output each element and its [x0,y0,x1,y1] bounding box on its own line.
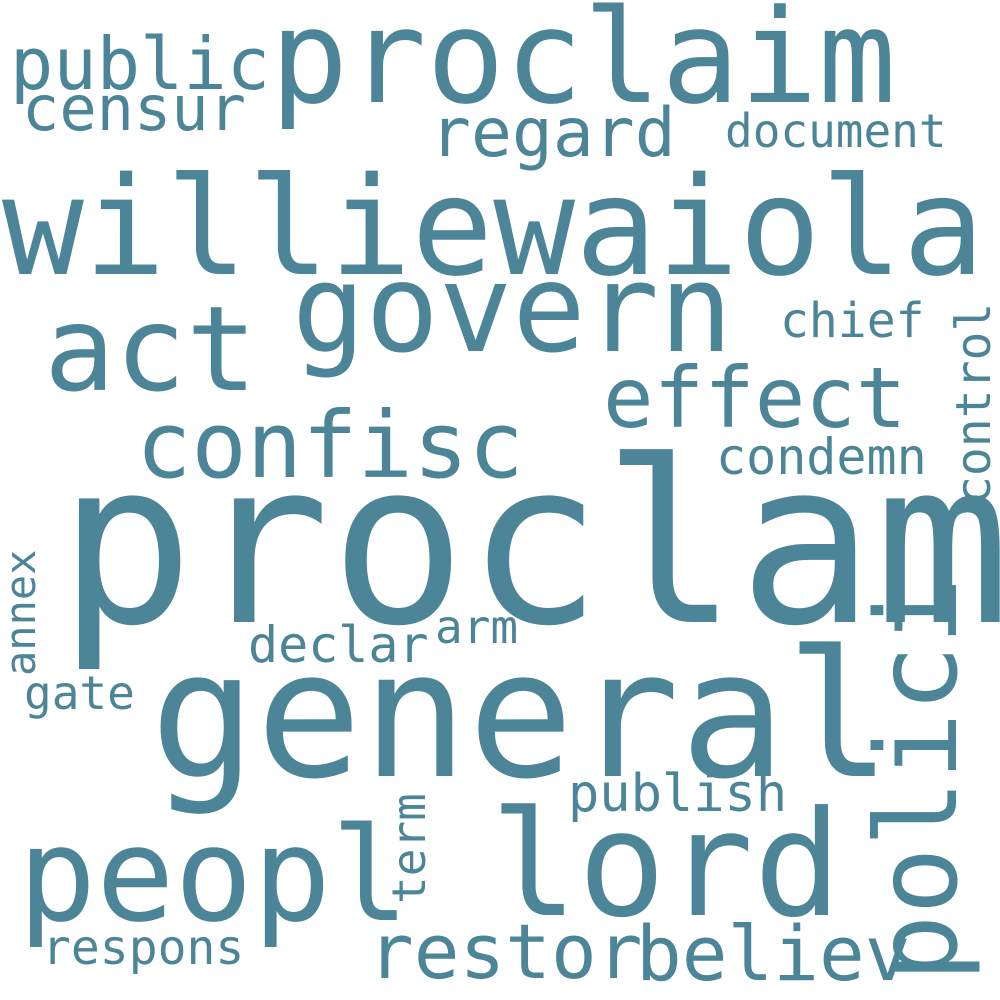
word-gate: gate [24,666,135,720]
word-arm: arm [435,600,519,654]
word-condemn: condemn [716,428,927,486]
word-censur: censur [22,72,246,145]
word-act: act [44,280,258,418]
word-annex: annex [0,549,45,676]
word-publish: publish [568,764,788,824]
word-lord: lord [490,780,842,950]
word-williewaiola: williewaiola [2,149,985,307]
word-proclaim: proclaim [270,0,897,133]
word-chief: chief [780,293,925,349]
word-document: document [725,104,947,158]
word-proclam: proclam [58,413,1000,676]
word-respons: respons [42,920,245,976]
word-public: public [10,22,271,106]
word-general: general [150,613,892,818]
word-declar: declar [248,616,429,674]
word-restor: restor [368,907,643,996]
word-believ: believ [636,909,911,998]
word-peopl: peopl [18,799,410,951]
word-regard: regard [430,94,676,173]
word-govern: govern [292,238,733,380]
word-confisc: confisc [136,392,524,499]
word-effect: effect [603,349,907,447]
